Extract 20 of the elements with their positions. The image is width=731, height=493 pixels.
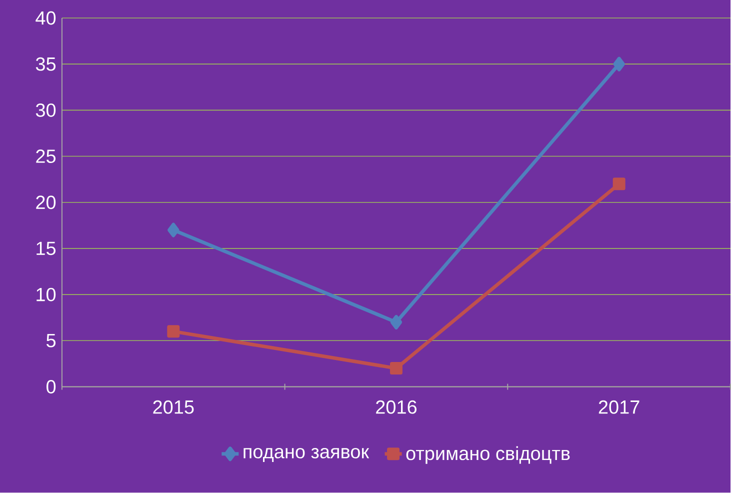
point: [390, 315, 402, 330]
y-tick-label: 20: [36, 196, 56, 210]
y-tick-label: 15: [36, 242, 56, 256]
point: [613, 57, 625, 72]
x-tick-label: 2016: [376, 400, 417, 414]
legend-label: отримано свідоцтв: [406, 446, 570, 464]
y-tick-label: 5: [46, 334, 56, 348]
point: [612, 178, 626, 190]
point: [167, 325, 180, 338]
y-tick-label: 35: [36, 58, 56, 71]
y-tick-label: 10: [36, 288, 56, 302]
y-tick-label: 30: [36, 104, 56, 118]
y-tick-label: 25: [36, 150, 56, 164]
y-tick-label: 40: [36, 11, 56, 25]
x-tick-label: 2015: [153, 400, 194, 414]
x-tick-label: 2017: [598, 400, 640, 414]
y-tick-label: 0: [46, 380, 56, 394]
point: [390, 362, 402, 375]
legend-label: подано заявок: [244, 448, 370, 462]
point: [168, 222, 180, 238]
